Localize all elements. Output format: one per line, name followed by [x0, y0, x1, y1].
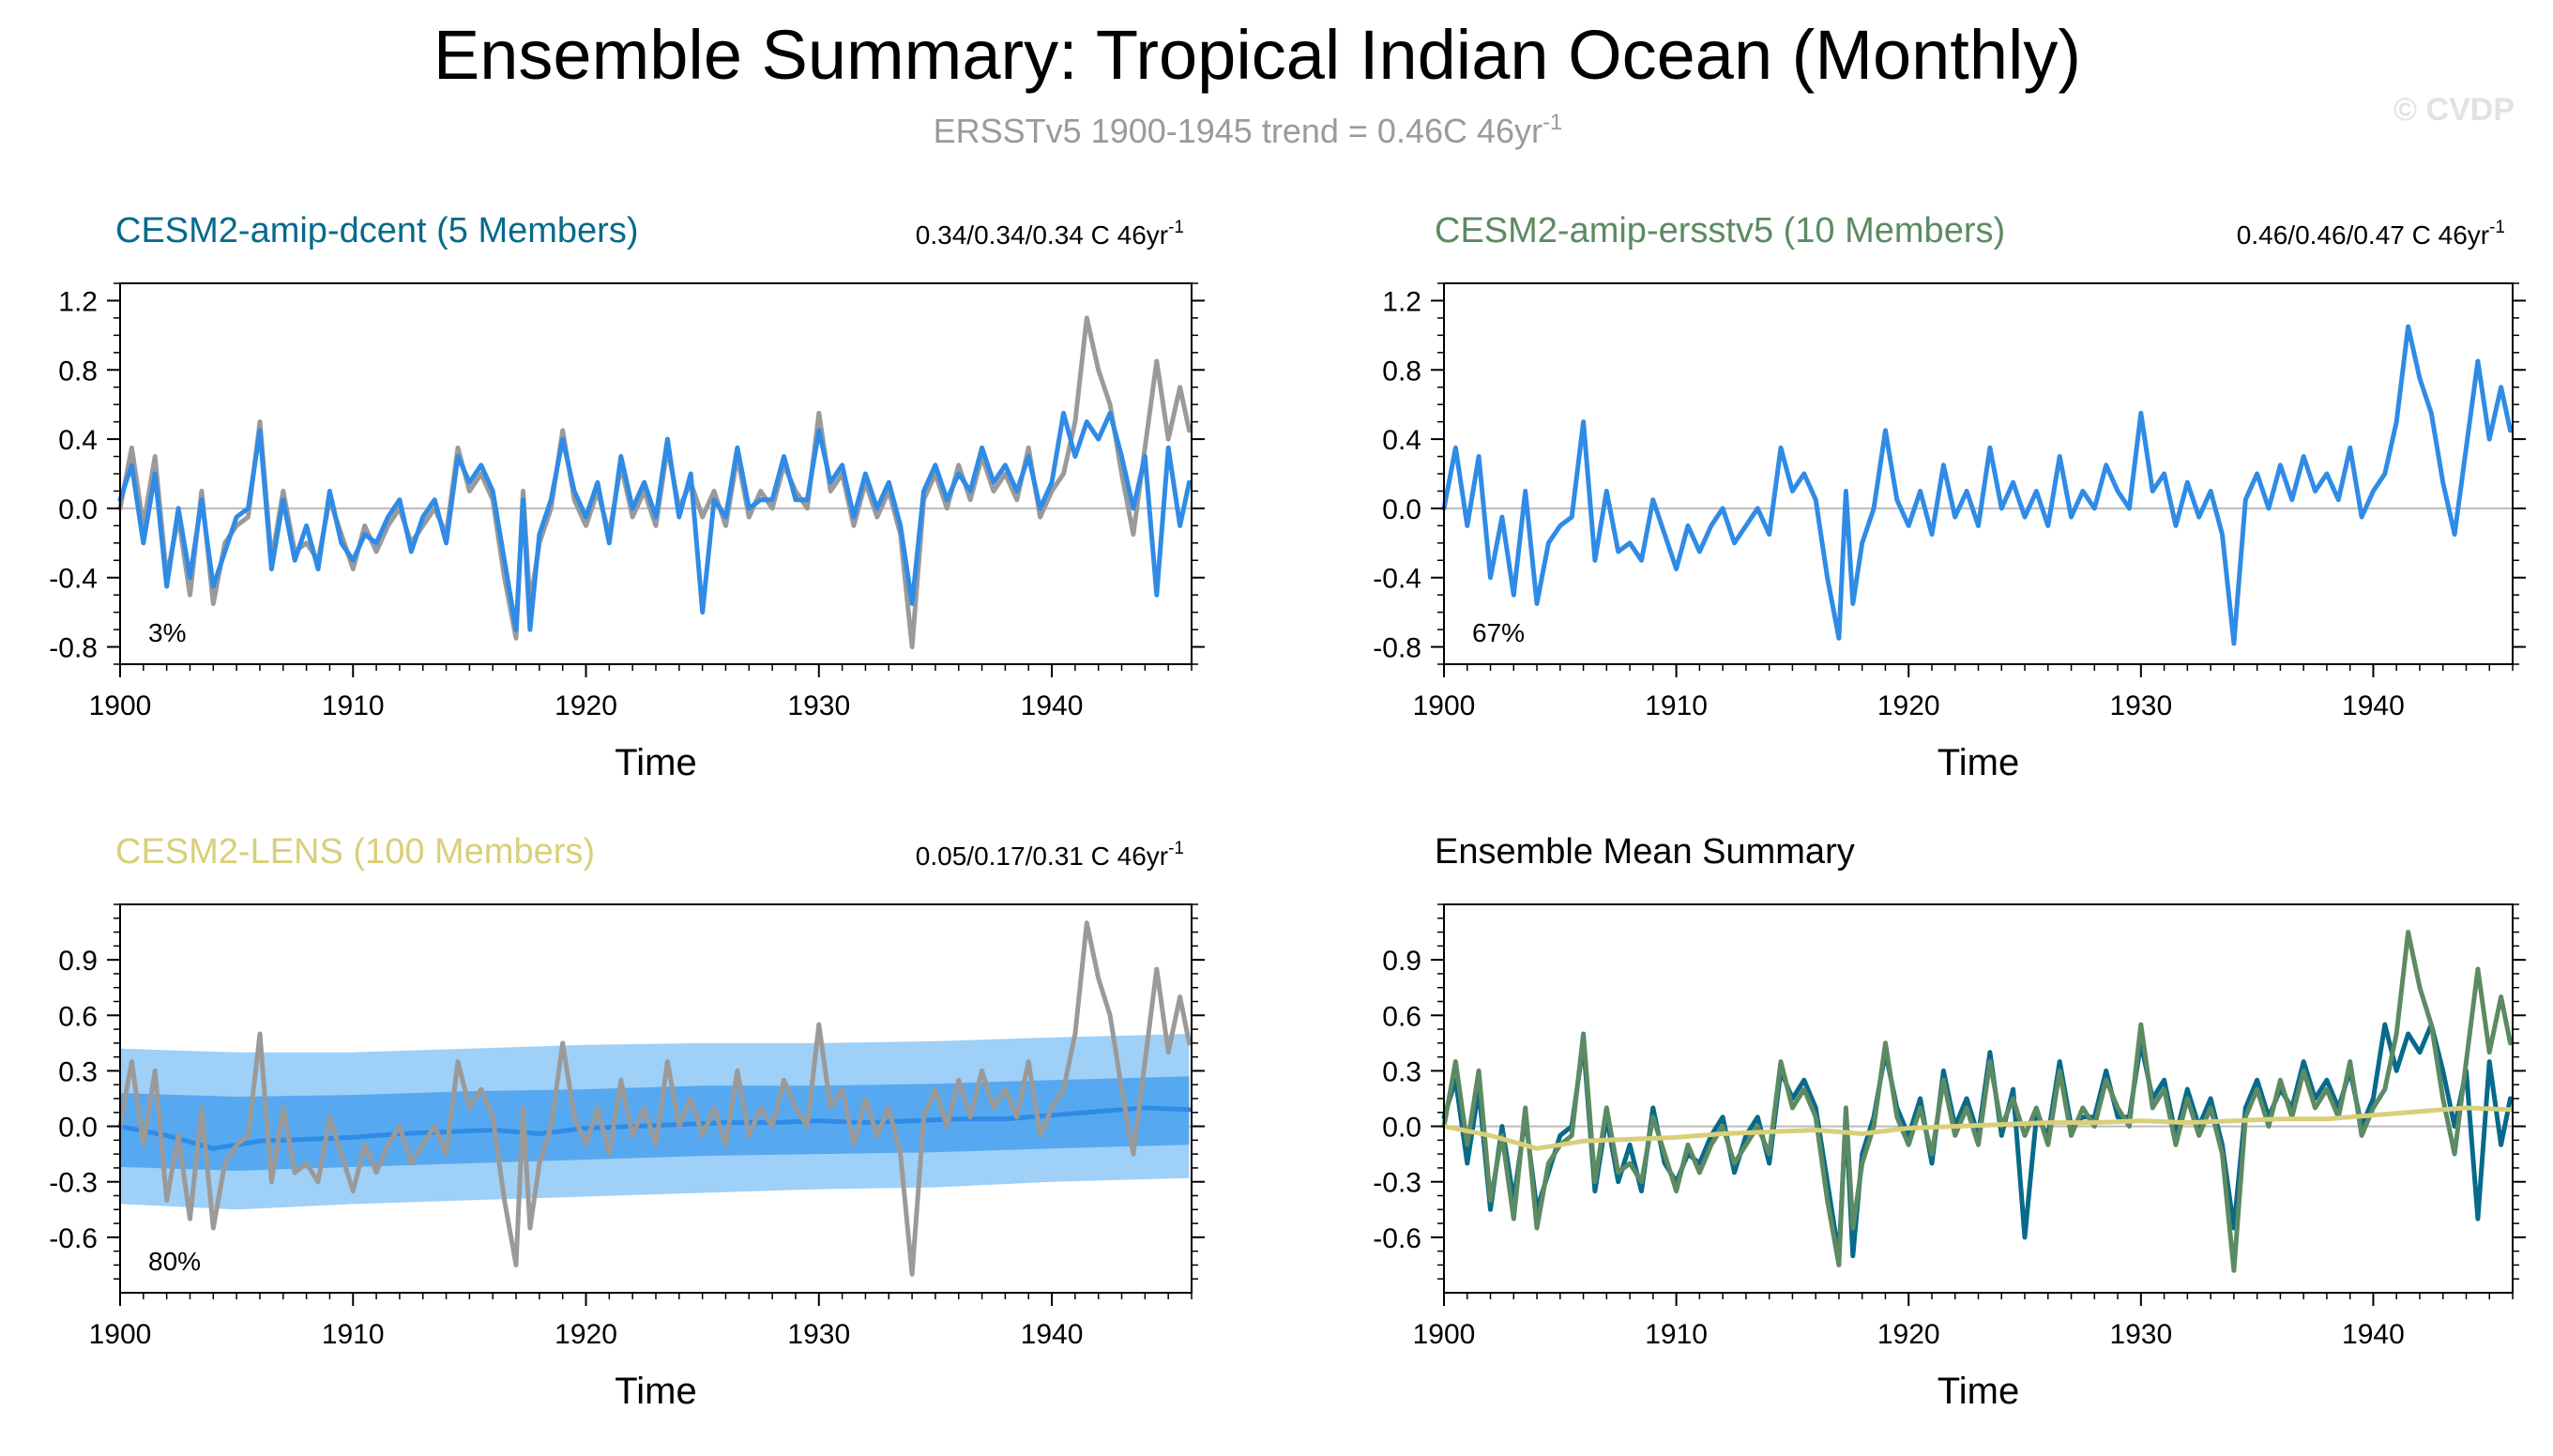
x-tick-label: 1920	[555, 1319, 617, 1350]
x-tick-label: 1930	[2109, 1319, 2172, 1350]
figure-subtitle-main: ERSSTv5 1900-1945 trend = 0.46C 46yr	[934, 112, 1542, 150]
trend-label-sup: -1	[1168, 218, 1184, 237]
figure-subtitle-sup: -1	[1542, 110, 1562, 135]
trend-label-sup: -1	[1168, 839, 1184, 858]
trend-label-main: 0.05/0.17/0.31 C 46yr	[916, 842, 1168, 871]
figure-title: Ensemble Summary: Tropical Indian Ocean …	[433, 16, 2081, 94]
y-tick-label: 0.8	[58, 356, 98, 387]
percent-annotation: 3%	[148, 618, 186, 647]
plot-frame	[1443, 903, 2514, 1294]
panel-title: Ensemble Mean Summary	[1435, 832, 1855, 872]
series-line-ersstv5	[117, 315, 1192, 649]
y-tick-label: 0.0	[58, 1113, 98, 1144]
x-axis-label: Time	[615, 742, 696, 783]
x-tick-label: 1910	[1645, 1319, 1708, 1350]
trend-label-main: 0.34/0.34/0.34 C 46yr	[916, 220, 1168, 250]
x-tick-label: 1900	[1413, 1319, 1476, 1350]
percent-annotation: 80%	[148, 1247, 201, 1276]
y-tick-label: -0.6	[49, 1223, 98, 1254]
trend-label-main: 0.46/0.46/0.47 C 46yr	[2237, 220, 2489, 250]
trend-label-sup: -1	[2489, 218, 2505, 237]
x-tick-label: 1900	[89, 690, 152, 721]
y-tick-label: 0.6	[1382, 1001, 1421, 1032]
x-tick-label: 1940	[2342, 1319, 2405, 1350]
panel-title: CESM2-amip-dcent (5 Members)	[115, 211, 638, 250]
series-line-ersstv5	[117, 920, 1192, 1277]
x-tick-label: 1930	[2109, 690, 2172, 721]
y-tick-label: 0.8	[1382, 356, 1421, 387]
panel-cesm2-amip-ersstv5: CESM2-amip-ersstv5 (10 Members) 0.46/0.4…	[1373, 211, 2526, 783]
series-line-ensemble-member	[1441, 324, 2513, 646]
panel-cesm2-amip-dcent: CESM2-amip-dcent (5 Members) 0.34/0.34/0…	[49, 211, 1205, 783]
y-tick-label: -0.4	[1373, 564, 1421, 595]
x-tick-label: 1900	[1413, 690, 1476, 721]
y-tick-label: -0.6	[1373, 1223, 1421, 1254]
series-line-cesm2-lens	[1441, 1105, 2513, 1151]
x-tick-label: 1940	[1021, 690, 1084, 721]
trend-label: 0.34/0.34/0.34 C 46yr-1	[916, 218, 1184, 250]
cvdp-watermark: © CVDP	[2393, 92, 2515, 128]
x-tick-label: 1900	[89, 1319, 152, 1350]
x-axis-label: Time	[615, 1371, 696, 1412]
series-line-cesm2-amip-ersstv5	[1441, 930, 2513, 1273]
trend-label: 0.05/0.17/0.31 C 46yr-1	[916, 839, 1184, 871]
y-tick-label: 0.0	[1382, 494, 1421, 525]
y-tick-label: 0.9	[58, 946, 98, 977]
x-tick-label: 1920	[555, 690, 617, 721]
panel-title: CESM2-amip-ersstv5 (10 Members)	[1435, 211, 2005, 250]
y-tick-label: 0.4	[1382, 425, 1421, 456]
series-line-ensemble-mean	[117, 1105, 1192, 1151]
panel-title: CESM2-LENS (100 Members)	[115, 832, 595, 872]
x-tick-label: 1930	[787, 1319, 850, 1350]
y-tick-label: 0.0	[1382, 1113, 1421, 1144]
y-tick-label: 0.3	[1382, 1056, 1421, 1087]
figure-subtitle: ERSSTv5 1900-1945 trend = 0.46C 46yr-1	[934, 110, 1563, 150]
panel-ensemble-mean-summary: Ensemble Mean Summary 0.9 0.6 0.3 0.0 -0.3 -0…	[1373, 832, 2526, 1412]
x-tick-label: 1920	[1877, 1319, 1940, 1350]
y-tick-label: 1.2	[1382, 286, 1421, 317]
panel-cesm2-lens: CESM2-LENS (100 Members) 0.05/0.17/0.31 …	[49, 832, 1205, 1412]
x-tick-label: 1910	[1645, 690, 1708, 721]
y-tick-label: 0.0	[58, 494, 98, 525]
trend-label: 0.46/0.46/0.47 C 46yr-1	[2237, 218, 2505, 250]
series-line-cesm2-amip-dcent	[1441, 1022, 2513, 1259]
x-tick-label: 1910	[322, 690, 385, 721]
series-line-ensemble-member	[117, 410, 1192, 632]
x-tick-label: 1930	[787, 690, 850, 721]
y-tick-label: -0.4	[49, 564, 98, 595]
x-axis-label: Time	[1938, 742, 2019, 783]
y-tick-label: 0.6	[58, 1001, 98, 1032]
y-tick-label: -0.8	[1373, 633, 1421, 664]
y-tick-label: -0.8	[49, 633, 98, 664]
y-tick-label: 1.2	[58, 286, 98, 317]
x-axis-label: Time	[1938, 1371, 2019, 1412]
x-tick-label: 1920	[1877, 690, 1940, 721]
y-tick-label: 0.3	[58, 1056, 98, 1087]
x-tick-label: 1940	[2342, 690, 2405, 721]
y-tick-label: -0.3	[49, 1168, 98, 1199]
y-tick-label: 0.9	[1382, 946, 1421, 977]
y-tick-label: -0.3	[1373, 1168, 1421, 1199]
x-tick-label: 1910	[322, 1319, 385, 1350]
x-tick-label: 1940	[1021, 1319, 1084, 1350]
y-tick-label: 0.4	[58, 425, 98, 456]
percent-annotation: 67%	[1472, 618, 1525, 647]
